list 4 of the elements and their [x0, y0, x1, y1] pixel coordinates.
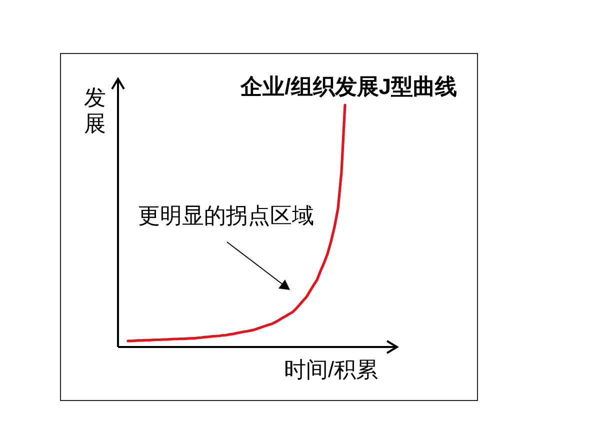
title: 企业/组织发展J型曲线 — [240, 74, 457, 99]
ylabel: 发展 — [84, 85, 106, 136]
annotation: 更明显的拐点区域 — [138, 203, 314, 228]
xlabel: 时间/积累 — [284, 357, 378, 382]
